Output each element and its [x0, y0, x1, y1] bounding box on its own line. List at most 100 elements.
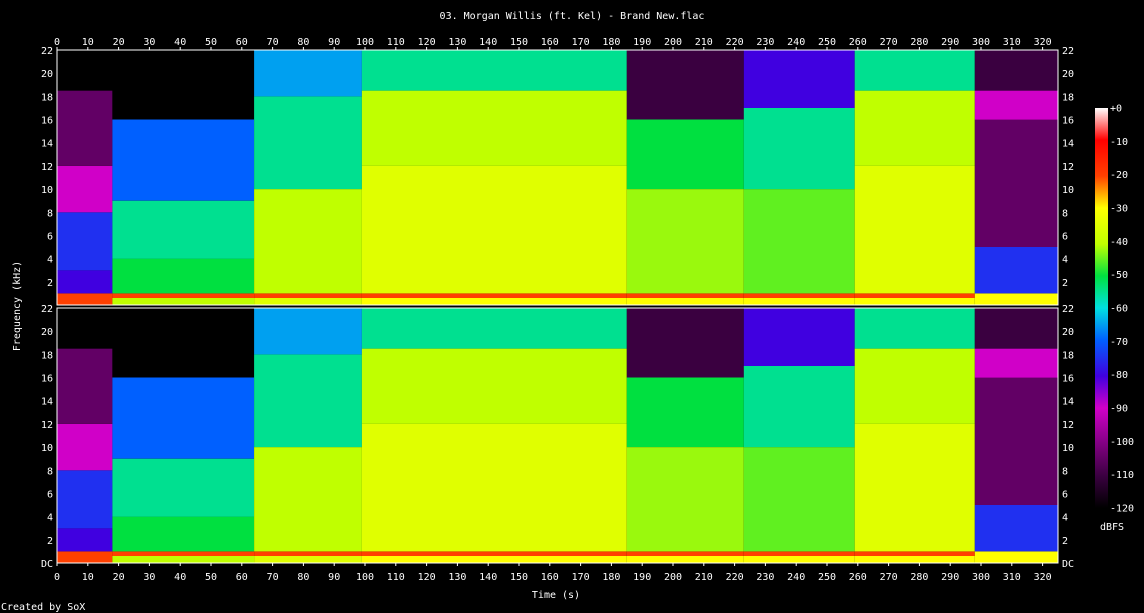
spectrogram-cell	[361, 423, 627, 552]
x-tick-label: 190	[633, 37, 651, 48]
spectrogram-cell	[626, 293, 744, 298]
x-tick-label: 30	[143, 572, 155, 583]
spectrogram-cell	[112, 119, 255, 201]
spectrogram-cell	[626, 189, 744, 294]
spectrogram-cell	[57, 551, 113, 563]
spectrogram-cell	[743, 366, 855, 448]
y-tick-label: 16	[1062, 116, 1074, 127]
x-tick-label: 160	[541, 572, 559, 583]
spectrogram-cell	[254, 447, 362, 552]
spectrogram-cell	[974, 247, 1058, 294]
x-tick-label: 40	[174, 572, 186, 583]
x-axis-bottom-ticks: 0 10 20 30 40 50 60 70 80 90 100 110 120 130 140 150 160…	[54, 563, 1052, 583]
x-tick-label: 20	[113, 572, 125, 583]
spectrogram-cell	[361, 308, 627, 349]
x-tick-label: 0	[54, 37, 60, 48]
y-tick-label: 10	[41, 185, 53, 196]
x-tick-label: 290	[941, 572, 959, 583]
y-tick-label: 4	[1062, 513, 1068, 524]
footer-credit: Created by SoX	[1, 602, 85, 613]
x-tick-label: 200	[664, 37, 682, 48]
spectrogram-cell	[254, 308, 362, 355]
x-tick-label: 210	[695, 37, 713, 48]
spectrogram-cell	[57, 348, 113, 424]
x-tick-label: 20	[113, 37, 125, 48]
y-tick-label: 14	[41, 139, 53, 150]
spectrogram-cell	[361, 348, 627, 424]
y-tick-label: 10	[41, 443, 53, 454]
x-tick-label: 300	[972, 37, 990, 48]
spectrogram-cell	[361, 90, 627, 166]
x-tick-label: 80	[297, 37, 309, 48]
spectrogram-cell	[854, 556, 975, 563]
x-tick-label: 170	[572, 37, 590, 48]
colorbar-tick-label: -100	[1110, 437, 1134, 448]
spectrogram-cell	[57, 293, 113, 305]
x-tick-label: 90	[328, 572, 340, 583]
x-tick-label: 310	[1003, 572, 1021, 583]
x-tick-label: 240	[787, 37, 805, 48]
spectrogram-cell	[626, 308, 744, 378]
spectrogram-cell	[626, 50, 744, 120]
y-tick-label: 20	[1062, 327, 1074, 338]
x-tick-label: 70	[267, 37, 279, 48]
colorbar-tick-label: -40	[1110, 237, 1128, 248]
spectrogram-cell	[112, 556, 255, 563]
x-tick-label: 10	[82, 572, 94, 583]
x-tick-label: 210	[695, 572, 713, 583]
y-tick-label: 2	[1062, 536, 1068, 547]
spectrogram-cell	[626, 298, 744, 305]
x-tick-label: 300	[972, 572, 990, 583]
spectrogram-cell	[743, 50, 855, 108]
x-tick-label: 280	[910, 37, 928, 48]
y-tick-label: 10	[1062, 185, 1074, 196]
x-tick-label: 190	[633, 572, 651, 583]
x-tick-label: 120	[418, 572, 436, 583]
spectrogram-cell	[112, 308, 255, 378]
spectrogram-cell	[974, 119, 1058, 247]
y-tick-label: 2	[1062, 278, 1068, 289]
spectrogram-cell	[112, 516, 255, 552]
spectrogram-cell	[743, 551, 855, 556]
spectrogram-cell	[974, 90, 1058, 120]
spectrogram-cell	[361, 165, 627, 294]
y-tick-label: 6	[1062, 489, 1068, 500]
spectrogram-cell	[361, 556, 627, 563]
spectrogram-cell	[112, 458, 255, 517]
spectrogram-cell	[743, 556, 855, 563]
x-tick-label: 50	[205, 572, 217, 583]
spectrogram-cell	[254, 96, 362, 190]
spectrogram-cell	[974, 377, 1058, 505]
spectrogram-cell	[854, 423, 975, 552]
x-tick-label: 90	[328, 37, 340, 48]
spectrogram-cell	[854, 90, 975, 166]
spectrogram-cell	[974, 308, 1058, 349]
spectrogram-cell	[57, 528, 113, 552]
y-tick-label: 18	[41, 92, 53, 103]
spectrogram-cell	[112, 200, 255, 259]
y-tick-label: 16	[41, 374, 53, 385]
colorbar-tick-label: -20	[1110, 170, 1128, 181]
y-tick-label: 20	[41, 69, 53, 80]
y-tick-label: 18	[41, 350, 53, 361]
colorbar-tick-label: -80	[1110, 370, 1128, 381]
x-axis-top-ticks: 0 10 20 30 40 50 60 70 80 90 100 110 120 130 140 150 160…	[54, 37, 1052, 50]
colorbar-tick-label: +0	[1110, 104, 1122, 115]
spectrogram-cell	[974, 293, 1058, 305]
spectrogram-cell	[57, 50, 113, 91]
y-tick-label: 6	[47, 489, 53, 500]
spectrogram-cell	[254, 293, 362, 298]
spectrogram-cell	[57, 165, 113, 213]
x-tick-label: 140	[479, 572, 497, 583]
y-tick-label: 14	[41, 397, 53, 408]
spectrogram-cell	[854, 50, 975, 91]
colorbar-tick-label: -120	[1110, 504, 1134, 515]
spectrogram-cell	[254, 354, 362, 448]
y-tick-label: 8	[1062, 208, 1068, 219]
colorbar-tick-label: -70	[1110, 337, 1128, 348]
spectrogram-cell	[112, 298, 255, 305]
spectrogram-cell	[626, 377, 744, 447]
x-tick-label: 130	[448, 37, 466, 48]
x-tick-label: 10	[82, 37, 94, 48]
